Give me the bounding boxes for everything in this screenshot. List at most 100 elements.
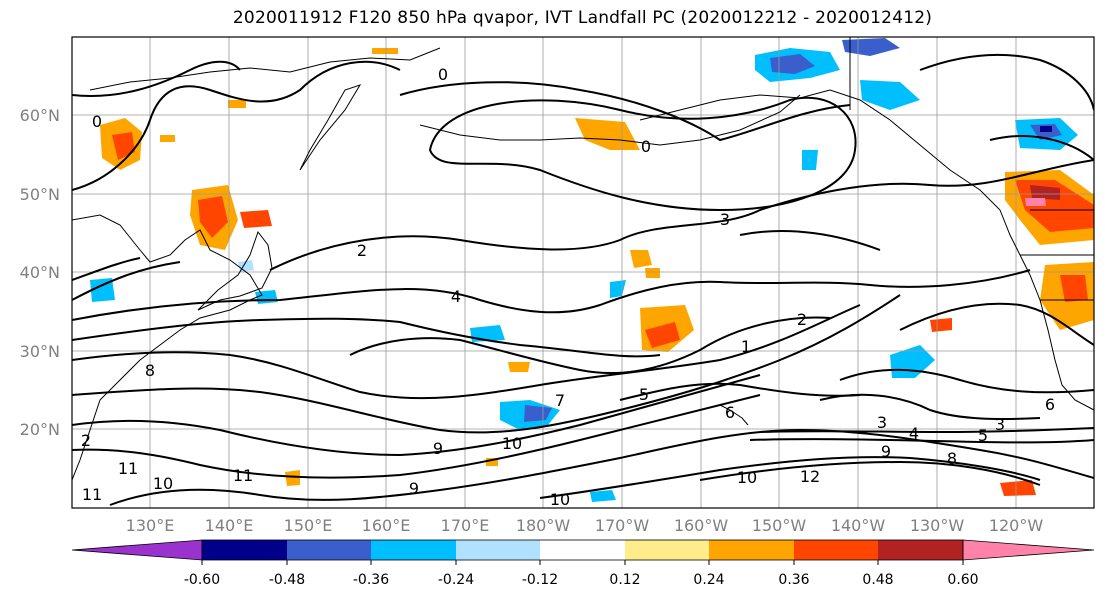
contour-line <box>72 60 401 191</box>
positive-anomaly-patch <box>1000 480 1036 496</box>
contour-label: 7 <box>555 391 565 410</box>
contour-label: 1 <box>741 337 751 356</box>
contour-line <box>699 461 1041 486</box>
contour-line <box>72 257 141 281</box>
colorbar-bin <box>456 540 540 560</box>
contour-line <box>759 427 1094 433</box>
colorbar-bin <box>625 540 709 560</box>
contour-label: 10 <box>153 474 173 493</box>
contour-line <box>72 317 661 358</box>
colorbar-tick-label: -0.12 <box>522 572 558 588</box>
contour-label: 3 <box>877 413 887 432</box>
lat-label: 60°N <box>20 106 60 125</box>
lon-label: 120°W <box>989 516 1044 535</box>
contour-label: 2 <box>797 310 807 329</box>
negative-anomaly-patch <box>590 490 616 502</box>
lon-label: 180°W <box>516 516 571 535</box>
lon-label: 160°W <box>674 516 729 535</box>
contour-line <box>72 294 901 434</box>
colorbar-tick-label: -0.36 <box>353 572 389 588</box>
positive-anomaly-patch <box>285 470 300 486</box>
siberia-coastline <box>89 47 441 91</box>
positive-anomaly-patch <box>112 132 135 160</box>
plot-frame <box>71 36 1095 509</box>
contour-label: 8 <box>947 449 957 468</box>
lat-label: 20°N <box>20 420 60 439</box>
colorbar <box>71 539 1095 565</box>
colorbar-under-triangle <box>71 539 203 561</box>
contour-label: 4 <box>451 287 461 306</box>
positive-anomaly-patch <box>1025 198 1046 206</box>
negative-anomaly-patch <box>470 325 505 342</box>
contour-line <box>72 60 241 97</box>
positive-anomaly-patch <box>930 318 952 332</box>
colorbar-over-triangle <box>962 539 1095 561</box>
contour-line <box>619 382 861 401</box>
contour-line <box>72 374 761 456</box>
contour-label: 2 <box>81 431 91 450</box>
contour-line <box>349 316 831 375</box>
contour-label: 0 <box>92 112 102 131</box>
contour-label: 5 <box>639 385 649 404</box>
negative-anomaly-patch <box>842 38 900 56</box>
ivt-contours <box>72 53 1094 506</box>
lat-label: 30°N <box>20 342 60 361</box>
contour-label: 5 <box>978 426 988 445</box>
colorbar-bin <box>202 540 287 560</box>
graticule <box>72 37 1094 508</box>
contour-line <box>72 304 861 400</box>
contour-line <box>539 456 1041 499</box>
contour-line <box>72 394 761 479</box>
contour-label: 2 <box>357 241 367 260</box>
lon-label: 130°W <box>910 516 965 535</box>
positive-anomaly-patch <box>630 250 652 268</box>
contour-label: 10 <box>550 490 570 509</box>
positive-anomaly-patch <box>198 196 228 238</box>
colorbar-tick-label: 0.12 <box>609 572 640 588</box>
colorbar-tick-label: 0.36 <box>778 572 809 588</box>
lon-label: 170°W <box>595 516 650 535</box>
positive-anomaly-patch <box>1030 185 1060 200</box>
lon-label: 140°E <box>205 516 254 535</box>
colorbar-tick-label: 0.60 <box>947 572 978 588</box>
contour-line <box>399 81 851 141</box>
contour-label: 8 <box>145 361 155 380</box>
colorbar-tick-label: -0.48 <box>269 572 305 588</box>
contour-line <box>109 429 1094 506</box>
positive-anomaly-patch <box>372 48 398 54</box>
contour-label: 0 <box>438 65 448 84</box>
positive-anomaly-patch <box>160 135 175 142</box>
contour-label: 6 <box>1045 395 1055 414</box>
negative-anomaly-patch <box>524 405 552 422</box>
positive-anomaly-patch <box>645 322 680 348</box>
hawaii-islands <box>719 404 749 426</box>
lon-label: 150°E <box>284 516 333 535</box>
colorbar-bin <box>794 540 878 560</box>
lat-label: 40°N <box>20 263 60 282</box>
contour-line <box>269 159 1094 271</box>
colorbar-tick-label: -0.24 <box>438 572 474 588</box>
plot-area <box>72 37 1094 508</box>
colorbar-tick-label: -0.60 <box>184 572 220 588</box>
positive-anomaly-patch <box>508 362 530 372</box>
positive-anomaly-patch <box>1060 275 1088 302</box>
colorbar-bin <box>540 540 625 560</box>
state-border <box>849 37 1094 301</box>
lon-label: 150°W <box>752 516 807 535</box>
contour-line <box>919 53 1094 111</box>
contour-label: 6 <box>725 403 735 422</box>
contour-label: 9 <box>881 442 891 461</box>
lat-label: 50°N <box>20 185 60 204</box>
map-title: 2020011912 F120 850 hPa qvapor, IVT Land… <box>232 8 933 28</box>
negative-anomaly-patch <box>860 80 920 110</box>
colorbar-tick-label: 0.24 <box>693 572 724 588</box>
contour-line <box>899 302 1094 346</box>
lon-label: 160°E <box>362 516 411 535</box>
negative-anomaly-patch <box>802 150 818 170</box>
negative-anomaly-patch <box>90 278 115 302</box>
lon-label: 170°E <box>441 516 490 535</box>
colorbar-bin <box>709 540 794 560</box>
contour-label: 9 <box>433 439 443 458</box>
contour-label: 3 <box>720 210 730 229</box>
